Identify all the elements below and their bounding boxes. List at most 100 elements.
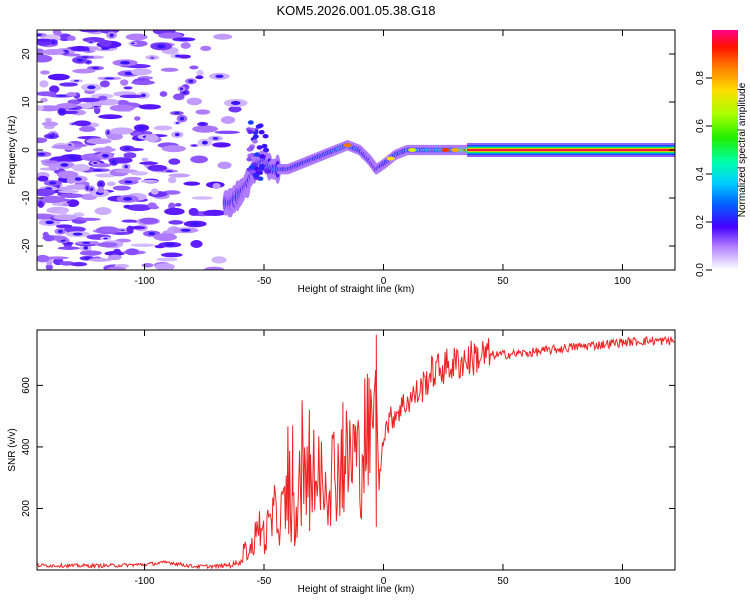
spectrogram-cell bbox=[40, 70, 50, 75]
spectrogram-cell bbox=[51, 40, 56, 44]
spectrogram-cell bbox=[104, 251, 125, 256]
snr-panel: -100 -50 0 50 100 200 400 600 Height of straig… bbox=[7, 329, 676, 595]
spectrogram-cell bbox=[58, 229, 63, 233]
spectrogram-band bbox=[467, 149, 675, 151]
spectrogram-cell bbox=[119, 94, 144, 99]
spectrogram-cell bbox=[200, 123, 205, 126]
colorbar: 0.0 0.2 0.4 0.6 0.8 Normalized spectral ampl… bbox=[695, 30, 748, 277]
spectrogram-cell bbox=[182, 91, 187, 94]
spectrogram-cell bbox=[190, 240, 203, 248]
spectrogram-cell bbox=[191, 196, 214, 200]
spectrogram-cell bbox=[252, 134, 259, 139]
spectrogram-cell bbox=[81, 56, 89, 59]
spectrogram-cell bbox=[249, 169, 256, 174]
spectrogram-cell bbox=[97, 242, 118, 248]
spectrogram-cell bbox=[73, 120, 92, 127]
spectrogram-cell bbox=[79, 30, 102, 33]
spectrogram-cell bbox=[84, 102, 92, 109]
colorbar-label: Normalized spectral amplitude bbox=[737, 82, 748, 217]
spectrogram-cell bbox=[230, 101, 241, 105]
y-tick-label: 0 bbox=[21, 147, 32, 153]
spectrogram-cell bbox=[47, 73, 70, 81]
spectrogram-cell bbox=[141, 263, 154, 268]
spectrogram-cell bbox=[92, 66, 99, 70]
spectrogram-cell bbox=[66, 199, 80, 207]
spectrogram-cell bbox=[79, 250, 102, 256]
spectrogram-cell bbox=[89, 41, 93, 43]
spectrogram-cell bbox=[131, 80, 155, 86]
spectrogram-cell bbox=[161, 266, 174, 270]
spectrogram-cell bbox=[165, 243, 175, 247]
x-tick-label: -100 bbox=[135, 276, 155, 287]
spectrogram-cell bbox=[58, 208, 67, 216]
spectrogram-cell bbox=[86, 138, 112, 145]
spectrogram-cell bbox=[131, 42, 135, 45]
spectrogram-cell bbox=[48, 163, 58, 171]
spectrogram-cell bbox=[168, 158, 181, 165]
spectrogram-cell bbox=[265, 169, 272, 174]
spectrogram-cell bbox=[97, 186, 105, 194]
spectrogram-cell bbox=[262, 160, 269, 165]
spectrogram-cell bbox=[103, 237, 108, 240]
spectrogram-cell bbox=[86, 60, 90, 64]
spectrogram-cell bbox=[109, 33, 114, 38]
spectrogram-cell bbox=[57, 170, 79, 179]
spectrogram-cell bbox=[160, 67, 179, 72]
y-tick-label: 10 bbox=[21, 96, 32, 108]
spectrogram-cell bbox=[53, 214, 78, 221]
spectrogram-cell bbox=[37, 137, 48, 144]
spectrogram-cell bbox=[106, 181, 116, 187]
spectrogram-cell bbox=[174, 202, 182, 207]
spectrogram-cell bbox=[37, 152, 46, 156]
spectrogram-cell bbox=[168, 173, 191, 178]
spectrogram-cell bbox=[45, 160, 59, 164]
spectrogram-cell bbox=[48, 134, 55, 138]
spectrogram-cell bbox=[156, 44, 166, 49]
spectrogram-cell bbox=[56, 95, 67, 97]
spectrogram-cell bbox=[158, 32, 183, 39]
spectrogram-cell bbox=[106, 266, 126, 270]
x-tick-label: 0 bbox=[381, 276, 387, 287]
spectrogram-cell bbox=[256, 145, 263, 150]
spectrogram-cell bbox=[258, 130, 265, 135]
spectrogram-cell bbox=[200, 45, 212, 52]
x-tick-label: -50 bbox=[257, 576, 272, 587]
snr-x-label: Height of straight line (km) bbox=[298, 584, 415, 595]
spectrogram-cell bbox=[196, 69, 204, 77]
spectrogram-cell bbox=[37, 201, 44, 208]
spectrogram-cell bbox=[148, 232, 156, 236]
spectrogram-cell bbox=[179, 87, 184, 91]
spectrogram-cell bbox=[49, 85, 60, 94]
spectrogram-cell bbox=[99, 40, 112, 47]
spectrogram-cell bbox=[212, 142, 231, 148]
spectrogram-cell bbox=[246, 147, 253, 152]
spectrogram-cell bbox=[167, 176, 177, 184]
spectrogram-cell bbox=[247, 120, 254, 125]
spectrogram-cell bbox=[72, 232, 83, 236]
spectrogram-peak bbox=[451, 148, 460, 152]
spectrogram-cell bbox=[124, 71, 134, 76]
spectrogram-cell bbox=[57, 246, 80, 250]
spectrogram-cell bbox=[247, 153, 254, 158]
spectrogram-cell bbox=[186, 97, 203, 106]
spectrogram-cell bbox=[130, 171, 149, 176]
spectrogram-cell bbox=[110, 127, 134, 135]
spectrogram-cell bbox=[188, 79, 194, 83]
x-tick-label: 50 bbox=[497, 576, 509, 587]
spectrogram-cell bbox=[37, 38, 54, 42]
spectrogram-cell bbox=[70, 261, 88, 267]
spectrogram-cell bbox=[211, 256, 227, 264]
spectrogram-cell bbox=[195, 75, 204, 80]
spectrogram-cell bbox=[165, 170, 173, 172]
y-tick-label: 20 bbox=[21, 48, 32, 60]
spectrogram-cell bbox=[247, 129, 254, 134]
spectrogram-cell bbox=[139, 161, 159, 165]
spectrogram-y-ticks: -20 -10 0 10 20 bbox=[21, 48, 675, 253]
y-tick-label: -10 bbox=[21, 190, 32, 205]
spectrogram-cell bbox=[124, 165, 128, 169]
spectrogram-cell bbox=[112, 185, 131, 191]
spectrogram-cell bbox=[73, 80, 80, 82]
spectrogram-x-label: Height of straight line (km) bbox=[298, 284, 415, 295]
spectrogram-cell bbox=[45, 264, 53, 270]
